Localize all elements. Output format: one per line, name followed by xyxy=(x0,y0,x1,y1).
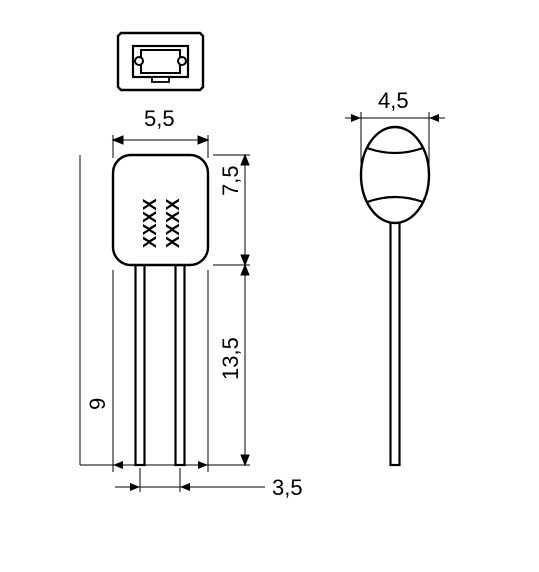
dim-label-side-width: 4,5 xyxy=(378,88,409,114)
dim-3-5 xyxy=(115,468,265,492)
top-view xyxy=(118,33,203,90)
marking-line-2: XXXX xyxy=(163,198,184,248)
dim-label-body-width: 5,5 xyxy=(144,106,175,132)
side-view xyxy=(361,127,429,465)
technical-drawing xyxy=(0,0,539,572)
dim-label-lead-length: 13,5 xyxy=(218,337,244,380)
marking-line-1: XXXX xyxy=(140,198,161,248)
dim-label-lead-pitch: 3,5 xyxy=(272,475,303,501)
diagram-canvas: 5,5 7,5 13,5 9 3,5 4,5 XXXX XXXX xyxy=(0,0,539,572)
dim-label-body-height: 7,5 xyxy=(218,165,244,196)
dim-label-total-width: 9 xyxy=(85,398,111,410)
